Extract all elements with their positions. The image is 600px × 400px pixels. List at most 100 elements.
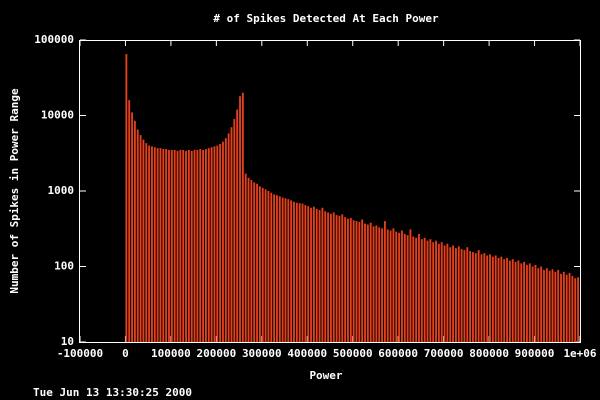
bar bbox=[571, 275, 574, 342]
bar bbox=[153, 147, 156, 342]
bar bbox=[148, 145, 151, 342]
bar bbox=[170, 149, 173, 342]
bar bbox=[162, 148, 165, 342]
x-tick-label: 700000 bbox=[424, 347, 464, 360]
bar bbox=[301, 203, 304, 342]
bar bbox=[290, 200, 293, 342]
bar bbox=[526, 264, 528, 342]
bar bbox=[131, 112, 133, 343]
bar bbox=[156, 148, 159, 342]
bar bbox=[466, 247, 469, 342]
bar bbox=[366, 224, 369, 342]
y-tick-label: 10 bbox=[61, 335, 74, 348]
bar bbox=[361, 219, 364, 342]
bar bbox=[190, 150, 193, 342]
bar bbox=[392, 228, 395, 342]
bar bbox=[310, 207, 312, 342]
bar bbox=[165, 148, 168, 342]
bar bbox=[500, 256, 503, 342]
bar bbox=[455, 248, 457, 342]
bar bbox=[284, 198, 287, 342]
bar bbox=[287, 199, 290, 342]
bar bbox=[179, 149, 182, 342]
bar bbox=[389, 230, 392, 342]
bar bbox=[202, 149, 204, 342]
bar bbox=[523, 261, 526, 342]
bar bbox=[378, 227, 381, 342]
bar bbox=[295, 202, 298, 342]
bar bbox=[222, 141, 224, 342]
bar bbox=[205, 148, 207, 342]
bar bbox=[293, 201, 295, 342]
bar bbox=[557, 269, 560, 342]
bar bbox=[574, 278, 577, 342]
y-tick-label: 100000 bbox=[34, 33, 74, 46]
bar bbox=[213, 146, 216, 342]
bar bbox=[460, 249, 463, 342]
bar bbox=[349, 217, 352, 342]
y-tick-label: 100 bbox=[54, 260, 74, 273]
bar bbox=[514, 261, 517, 342]
bar bbox=[545, 268, 548, 342]
x-tick-label: 800000 bbox=[469, 347, 509, 360]
bar bbox=[332, 212, 335, 342]
y-tick-label: 1000 bbox=[48, 184, 75, 197]
bar bbox=[256, 183, 258, 342]
bar bbox=[193, 149, 196, 342]
bar bbox=[415, 237, 418, 342]
bar bbox=[230, 127, 233, 342]
bar bbox=[276, 195, 278, 342]
bar bbox=[412, 236, 415, 342]
bar bbox=[383, 221, 386, 342]
bar bbox=[443, 245, 446, 342]
bar bbox=[469, 251, 472, 342]
bar bbox=[403, 233, 406, 342]
bar bbox=[139, 135, 142, 342]
bar bbox=[406, 235, 409, 342]
bar bbox=[330, 213, 332, 342]
bar bbox=[432, 242, 435, 342]
bar bbox=[435, 240, 437, 342]
bar bbox=[418, 233, 420, 342]
bar bbox=[224, 138, 227, 342]
x-tick-label: 1e+06 bbox=[563, 347, 596, 360]
bar bbox=[244, 173, 247, 342]
bar bbox=[491, 256, 494, 342]
bar bbox=[423, 237, 426, 342]
bar bbox=[437, 243, 440, 342]
x-tick-label: 0 bbox=[122, 347, 129, 360]
bar bbox=[477, 250, 480, 342]
bar bbox=[398, 232, 401, 342]
bar bbox=[562, 271, 565, 342]
bar bbox=[429, 239, 432, 342]
bar bbox=[457, 246, 460, 342]
bar bbox=[565, 274, 568, 342]
bar bbox=[273, 194, 276, 342]
bar bbox=[182, 149, 185, 342]
bar bbox=[216, 145, 219, 342]
bar bbox=[185, 150, 187, 342]
x-tick-label: 500000 bbox=[333, 347, 373, 360]
bar bbox=[327, 212, 329, 342]
x-tick-label: 100000 bbox=[151, 347, 191, 360]
bar bbox=[551, 269, 554, 342]
bar bbox=[341, 214, 344, 342]
bar bbox=[264, 189, 267, 342]
bar bbox=[503, 259, 506, 342]
bar bbox=[577, 277, 579, 342]
bar bbox=[395, 231, 398, 342]
bar bbox=[548, 270, 551, 342]
bar bbox=[486, 255, 489, 342]
bar bbox=[270, 192, 273, 342]
bar bbox=[528, 263, 531, 342]
bar bbox=[125, 54, 128, 343]
bar bbox=[258, 186, 261, 342]
bar bbox=[483, 253, 486, 342]
bar bbox=[540, 266, 543, 342]
x-tick-label: 600000 bbox=[378, 347, 418, 360]
bar bbox=[281, 197, 284, 342]
bar bbox=[168, 149, 170, 342]
bar bbox=[142, 139, 145, 342]
bar bbox=[312, 206, 315, 342]
